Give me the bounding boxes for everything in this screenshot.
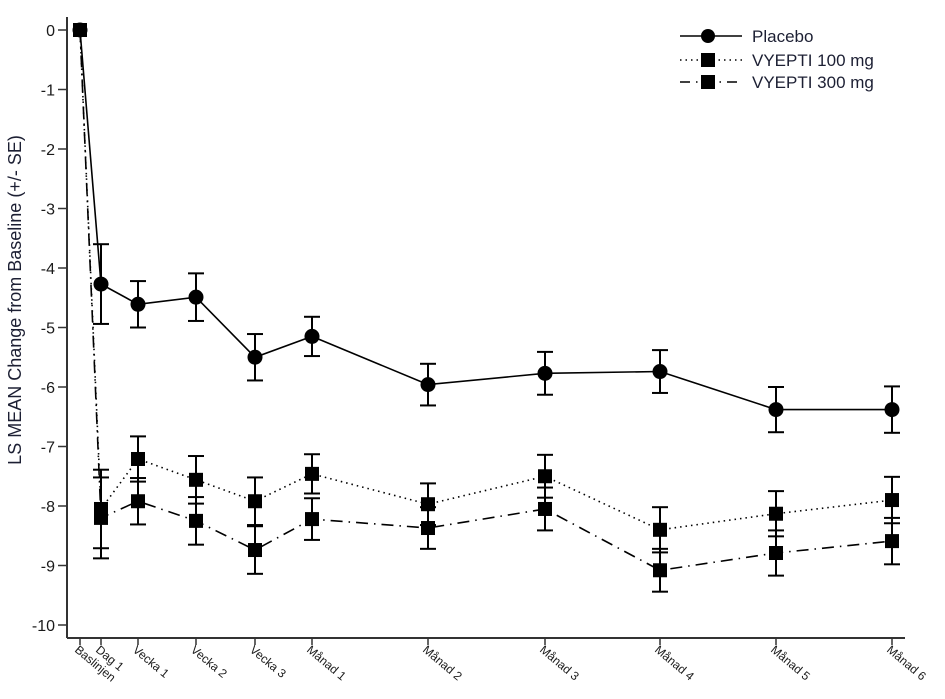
x-tick-label: Månad 1 — [304, 643, 349, 684]
data-point — [93, 276, 109, 292]
data-point — [769, 506, 783, 521]
legend: Placebo VYEPTI 100 mg VYEPTI 300 mg — [680, 27, 874, 92]
data-point — [131, 494, 145, 509]
series-layer — [72, 22, 900, 593]
data-point — [248, 494, 262, 509]
legend-item-vyepti-100: VYEPTI 100 mg — [680, 51, 874, 70]
data-point — [305, 512, 319, 527]
y-tick-label: -7 — [41, 440, 55, 457]
data-point — [189, 472, 203, 487]
x-tick-label: Månad 3 — [537, 643, 582, 684]
data-point — [130, 296, 146, 312]
x-tick-label: Vecka 1 — [130, 643, 172, 681]
y-tick-label: -1 — [41, 83, 55, 100]
data-point — [769, 546, 783, 561]
x-tick-label: Månad 5 — [768, 643, 813, 684]
data-point — [94, 510, 108, 525]
data-point — [304, 328, 320, 344]
y-tick-label: -8 — [41, 499, 55, 516]
series-vyepti-300-mg — [73, 23, 900, 593]
x-tick-label: Vecka 3 — [247, 643, 289, 681]
y-tick-label: 0 — [46, 23, 55, 40]
y-tick-label: -5 — [41, 321, 55, 338]
y-tick-label: -9 — [41, 559, 55, 576]
x-tick-label: Månad 4 — [652, 643, 697, 684]
data-point — [247, 349, 263, 365]
data-point — [420, 377, 436, 393]
data-point — [537, 365, 553, 381]
x-tick-label: Månad 2 — [420, 643, 465, 684]
legend-label-vyepti-100: VYEPTI 100 mg — [752, 51, 874, 70]
data-point — [652, 364, 668, 380]
data-point — [73, 23, 87, 37]
legend-square-icon — [701, 53, 715, 67]
data-point — [131, 451, 145, 466]
y-tick-label: -4 — [41, 261, 55, 278]
x-tick-label: Månad 6 — [884, 643, 929, 684]
y-axis-label: LS MEAN Change from Baseline (+/- SE) — [5, 135, 25, 465]
data-point — [885, 493, 899, 508]
data-point — [538, 501, 552, 516]
y-tick-label: -2 — [41, 142, 55, 159]
legend-item-placebo: Placebo — [680, 27, 813, 46]
data-point — [248, 543, 262, 558]
data-point — [885, 534, 899, 549]
data-point — [189, 513, 203, 528]
y-tick-label: -3 — [41, 202, 55, 219]
y-tick-label: -10 — [32, 618, 55, 635]
data-point — [884, 402, 900, 418]
data-point — [538, 469, 552, 484]
series-placebo — [72, 22, 900, 434]
legend-item-vyepti-300: VYEPTI 300 mg — [680, 73, 874, 92]
x-tick-label: Vecka 2 — [188, 643, 230, 681]
data-point — [305, 466, 319, 481]
data-point — [421, 521, 435, 536]
legend-label-placebo: Placebo — [752, 27, 813, 46]
series-line — [79, 29, 893, 531]
legend-square-icon — [701, 75, 715, 89]
data-point — [768, 402, 784, 418]
data-point — [653, 522, 667, 537]
legend-circle-icon — [701, 29, 715, 43]
legend-label-vyepti-300: VYEPTI 300 mg — [752, 73, 874, 92]
y-tick-label: -6 — [41, 380, 55, 397]
data-point — [188, 289, 204, 305]
series-vyepti-100-mg — [73, 23, 900, 554]
data-point — [653, 563, 667, 578]
